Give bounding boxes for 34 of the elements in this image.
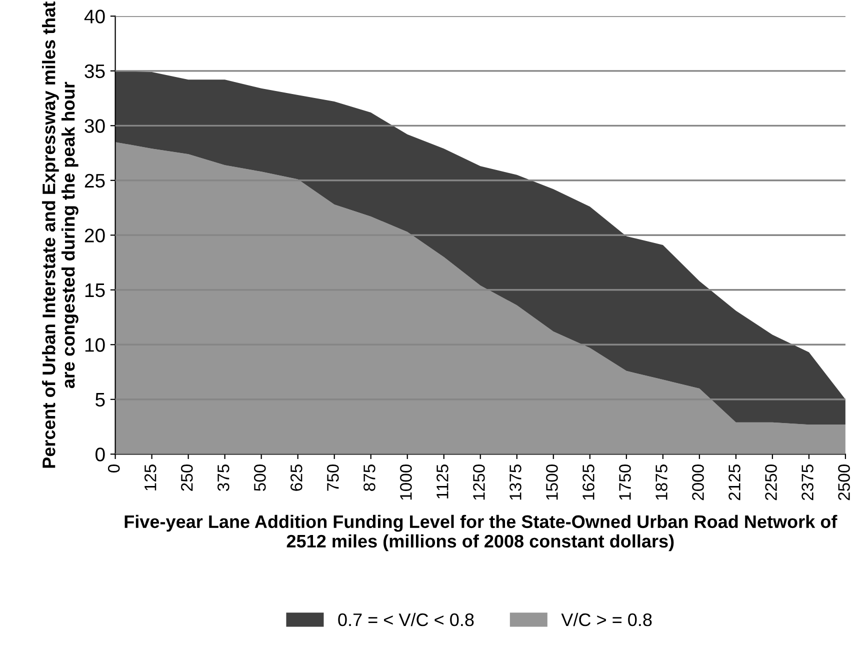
y-tick-label: 0 <box>96 448 105 462</box>
x-tick-label: 1125 <box>436 464 448 498</box>
x-tick-label: 2000 <box>692 464 704 500</box>
x-tick-label: 875 <box>364 464 376 491</box>
y-tick-label: 15 <box>85 284 105 298</box>
x-tick-label: 250 <box>180 464 193 491</box>
legend-label: V/C > = 0.8 <box>561 612 652 626</box>
x-tick-label: 125 <box>144 464 156 490</box>
x-tick-label: 1500 <box>546 464 558 500</box>
x-tick-label: 1625 <box>582 464 594 500</box>
x-tick-label: 375 <box>217 464 230 492</box>
x-tick-label: 750 <box>327 464 339 491</box>
y-tick-label: 40 <box>84 10 105 24</box>
x-tick-label: 2500 <box>838 464 850 500</box>
x-tick-label: 625 <box>290 464 302 491</box>
y-tick-label: 10 <box>85 338 105 352</box>
legend-label: 0.7 = < V/C < 0.8 <box>338 612 474 626</box>
x-tick-label: 1375 <box>510 464 522 500</box>
x-tick-label: 1750 <box>619 464 631 500</box>
y-tick-label: 20 <box>84 228 105 242</box>
x-tick-label: 2125 <box>728 464 740 500</box>
x-tick-label: 1250 <box>473 464 485 500</box>
y-tick-label: 5 <box>96 393 105 407</box>
x-tick-label: 1875 <box>656 464 668 500</box>
y-axis-title: Percent of Urban Interstate and Expressway miles that are congested during the peak hour <box>42 2 78 468</box>
y-tick-label: 25 <box>84 174 105 188</box>
x-tick-label: 1000 <box>400 464 412 500</box>
x-tick-label: 500 <box>254 464 266 491</box>
x-tick-label: 2250 <box>765 464 777 500</box>
x-axis-title: Five-year Lane Addition Funding Level for the State-Owned Urban Road Network of 2512 miles (millions of 2008 constant dollars) <box>124 514 838 552</box>
y-tick-label: 35 <box>84 64 105 78</box>
y-tick-label: 30 <box>84 119 105 133</box>
x-tick-label: 0 <box>108 464 120 472</box>
x-tick-label: 2375 <box>802 464 814 500</box>
